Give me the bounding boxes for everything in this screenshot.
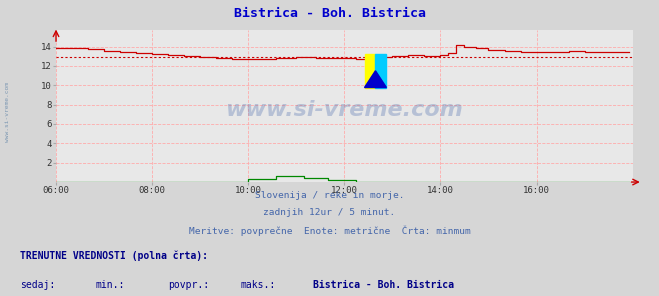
Text: Slovenija / reke in morje.: Slovenija / reke in morje. [255, 191, 404, 200]
Text: min.:: min.: [96, 280, 125, 290]
Text: www.si-vreme.com: www.si-vreme.com [225, 100, 463, 120]
Text: TRENUTNE VREDNOSTI (polna črta):: TRENUTNE VREDNOSTI (polna črta): [20, 250, 208, 260]
Polygon shape [364, 71, 386, 88]
Text: sedaj:: sedaj: [20, 280, 55, 290]
Text: www.si-vreme.com: www.si-vreme.com [5, 83, 11, 142]
Bar [376, 54, 386, 88]
Text: Meritve: povprečne  Enote: metrične  Črta: minmum: Meritve: povprečne Enote: metrične Črta:… [188, 225, 471, 236]
Text: zadnjih 12ur / 5 minut.: zadnjih 12ur / 5 minut. [264, 208, 395, 217]
Text: maks.:: maks.: [241, 280, 275, 290]
Text: Bistrica - Boh. Bistrica: Bistrica - Boh. Bistrica [233, 7, 426, 20]
Bar [364, 54, 376, 88]
Text: Bistrica - Boh. Bistrica: Bistrica - Boh. Bistrica [313, 280, 454, 290]
Text: povpr.:: povpr.: [168, 280, 209, 290]
